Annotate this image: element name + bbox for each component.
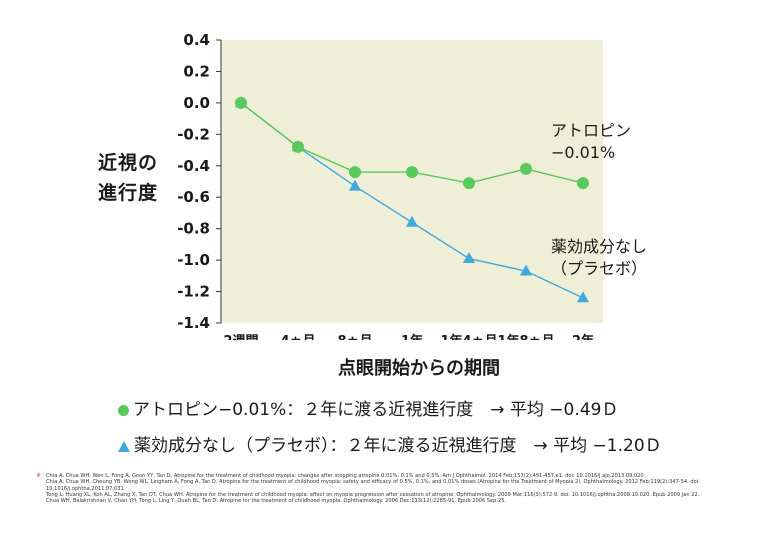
legend-item-atropine: アトロピン−0.01%：２年に渡る近視進行度 → 平均 −0.49Ｄ (118, 395, 618, 420)
data-point-circle (292, 140, 304, 153)
y-tick-label: -0.8 (177, 220, 210, 238)
reference-item: Chua WH, Balakrishnan V, Chan YH, Tong L… (46, 498, 507, 505)
y-axis-label-line: 進行度 (98, 182, 159, 204)
data-point-triangle (520, 264, 532, 276)
series-label-atropine: アトロピン −0.01% (551, 120, 631, 164)
x-axis: 2週間 4ヵ月 8ヵ月 1年 1年4ヵ月1年8ヵ月 2年 (223, 333, 594, 340)
y-tick-label: 0.2 (183, 62, 210, 80)
y-axis-label: 近視の 進行度 (98, 148, 178, 208)
y-tick-label: -1.0 (177, 251, 210, 269)
references: ※ Chia A, Chua WH, Wen L, Fong A, Goon Y… (36, 472, 751, 504)
x-tick-label: 1年 (401, 333, 423, 340)
y-tick-label: 0.0 (183, 94, 210, 112)
data-point-circle (235, 96, 247, 109)
data-point-circle (577, 177, 589, 190)
y-tick-label: -0.2 (177, 125, 210, 143)
y-tick-label: -1.2 (177, 283, 210, 301)
legend-text-atropine: アトロピン−0.01%：２年に渡る近視進行度 → 平均 −0.49Ｄ (133, 400, 619, 420)
y-tick-label: -0.4 (177, 157, 210, 175)
x-tick-label: 2年 (572, 333, 594, 340)
reference-list: Chia A, Chua WH, Wen L, Fong A, Goon YY,… (46, 473, 751, 504)
series-group (235, 96, 589, 303)
data-point-circle (520, 162, 532, 175)
circle-marker-icon (118, 404, 129, 416)
line-chart: 0.4 0.2 0.0 -0.2 -0.4 -0.6 -0.8 -1.0 -1.2 -1.4 2週… (177, 31, 603, 340)
reference-item: Chia A, Chua WH, Cheung YB, Wong WL, Lin… (46, 479, 700, 492)
data-point-triangle (577, 291, 589, 303)
series-label-line: 薬効成分なし (551, 237, 648, 256)
series-label-line: （プラセボ） (551, 259, 648, 278)
y-axis: 0.4 0.2 0.0 -0.2 -0.4 -0.6 -0.8 -1.0 -1.2 -1.4 (177, 31, 222, 332)
data-point-circle (406, 166, 418, 179)
data-point-triangle (463, 251, 475, 263)
data-point-circle (463, 177, 475, 190)
triangle-marker-icon (118, 440, 130, 452)
y-tick-label: 0.4 (183, 31, 210, 49)
x-tick-label: 2週間 (223, 334, 258, 340)
reference-item: Tong L, Huang XL, Koh AL, Zhang X, Tan D… (46, 491, 700, 498)
series-label-line: −0.01% (551, 143, 616, 162)
series-label-line: アトロピン (551, 121, 632, 140)
y-tick-label: -1.4 (177, 314, 210, 332)
x-axis-label: 点眼開始からの期間 (338, 358, 500, 379)
x-tick-label: 1年4ヵ月 (440, 333, 497, 340)
series-label-placebo: 薬効成分なし （プラセボ） (551, 236, 647, 280)
reference-item: Chia A, Chua WH, Wen L, Fong A, Goon YY,… (46, 473, 646, 479)
legend-text-placebo: 薬効成分なし（プラセボ）：２年に渡る近視進行度 → 平均 −1.20Ｄ (134, 436, 662, 456)
x-tick-label: 1年8ヵ月 (497, 333, 554, 340)
reference-marker: ※ (36, 472, 42, 479)
data-point-circle (349, 166, 361, 179)
x-tick-label: 8ヵ月 (337, 334, 372, 340)
data-point-triangle (349, 179, 361, 191)
y-axis-label-line: 近視の (98, 152, 159, 174)
data-point-triangle (406, 215, 418, 227)
y-tick-label: -0.6 (177, 188, 210, 206)
legend-item-placebo: 薬効成分なし（プラセボ）：２年に渡る近視進行度 → 平均 −1.20Ｄ (118, 431, 662, 456)
plot-area (221, 40, 603, 323)
x-tick-label: 4ヵ月 (280, 334, 315, 340)
